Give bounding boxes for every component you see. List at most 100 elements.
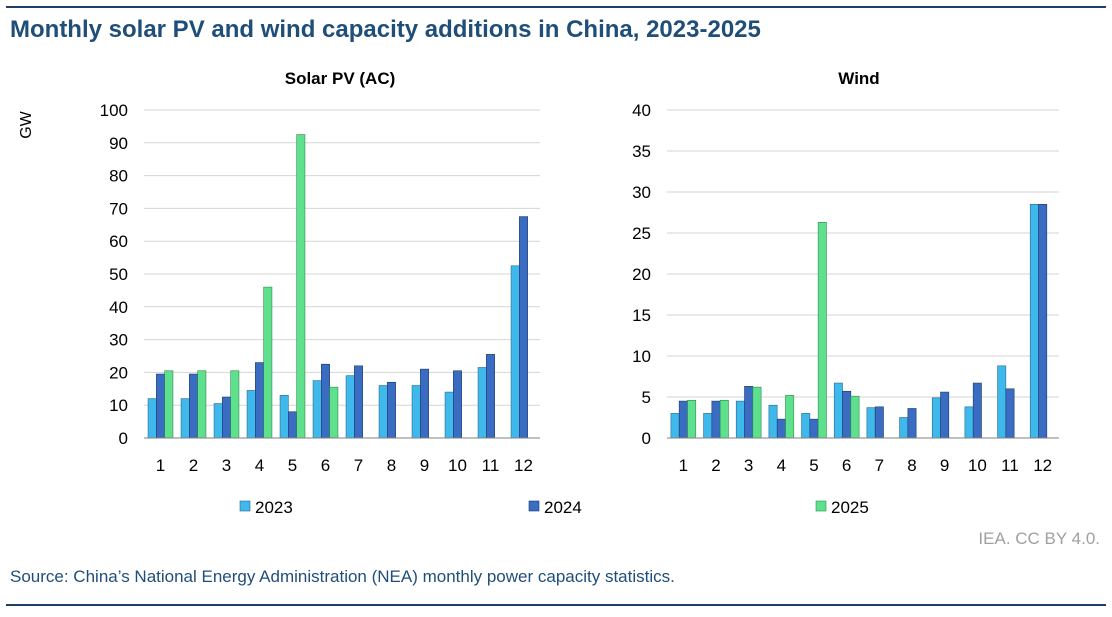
legend-swatch-2024 (528, 500, 540, 512)
wind-bar-2023-1 (670, 413, 680, 439)
wind-y-tick-label: 10 (632, 347, 651, 366)
wind-y-tick-label: 5 (642, 388, 651, 407)
legend: 2023 2024 2025 (239, 498, 869, 517)
solar-bar-2024-2 (189, 373, 198, 439)
solar-bar-2024-1 (156, 373, 165, 439)
wind-bar-2024-8 (907, 408, 917, 439)
solar-bar-2025-4 (263, 286, 273, 439)
wind-x-tick-label: 8 (907, 456, 916, 475)
solar-bar-2023-12 (510, 265, 520, 439)
wind-bar-2024-2 (711, 400, 721, 439)
wind-y-tick-label: 20 (632, 265, 651, 284)
solar-bar-2023-10 (444, 391, 454, 439)
legend-swatch-2023 (239, 500, 251, 512)
wind-y-tick-label: 15 (632, 306, 651, 325)
top-rule (6, 6, 1106, 8)
wind-bar-2023-3 (735, 400, 745, 439)
solar-bar-2024-12 (519, 216, 528, 439)
wind-bar-2023-6 (833, 382, 843, 439)
solar-y-tick-label: 70 (109, 199, 128, 218)
solar-bar-2024-7 (354, 365, 363, 439)
wind-bar-2025-6 (850, 395, 860, 439)
solar-y-tick-label: 10 (109, 396, 128, 415)
wind-x-tick-label: 10 (968, 456, 987, 475)
wind-x-tick-label: 3 (744, 456, 753, 475)
wind-bar-2023-2 (703, 413, 713, 439)
wind-bar-2024-5 (809, 418, 819, 439)
legend-label-2024: 2024 (544, 498, 582, 517)
wind-y-tick-label: 40 (632, 101, 651, 120)
solar-x-tick-label: 8 (387, 456, 396, 475)
solar-bar-2025-2 (197, 370, 207, 439)
solar-x-tick-label: 3 (222, 456, 231, 475)
wind-bar-2024-10 (972, 382, 982, 439)
wind-y-tick-label: 0 (642, 429, 651, 448)
solar-y-tick-label: 60 (109, 232, 128, 251)
solar-bar-2023-2 (180, 398, 190, 439)
solar-bar-2024-9 (420, 368, 429, 439)
solar-x-tick-label: 1 (156, 456, 165, 475)
wind-bar-2023-7 (866, 407, 876, 439)
wind-bar-2023-10 (964, 406, 974, 439)
solar-y-tick-label: 50 (109, 265, 128, 284)
solar-bar-2023-3 (213, 403, 223, 439)
wind-x-tick-label: 2 (711, 456, 720, 475)
solar-x-tick-label: 9 (420, 456, 429, 475)
solar-bar-2024-4 (255, 362, 264, 439)
wind-bar-2025-2 (719, 399, 729, 439)
solar-chart-title: Solar PV (AC) (285, 69, 396, 88)
solar-bar-2023-6 (312, 380, 322, 439)
bottom-rule (6, 604, 1106, 606)
wind-bar-2024-11 (1005, 388, 1015, 439)
solar-x-tick-label: 12 (514, 456, 533, 475)
page-title: Monthly solar PV and wind capacity addit… (10, 16, 761, 43)
solar-bar-2023-9 (411, 385, 421, 439)
wind-bar-2023-8 (899, 417, 909, 439)
solar-y-tick-label: 20 (109, 363, 128, 382)
wind-x-tick-label: 11 (1001, 456, 1019, 475)
source-note: Source: China’s National Energy Administ… (10, 567, 675, 586)
wind-bar-2023-12 (1029, 204, 1039, 439)
solar-y-axis-label: GW (18, 110, 35, 138)
wind-bar-2024-7 (874, 406, 884, 439)
solar-y-tick-label: 40 (109, 298, 128, 317)
solar-bar-2024-8 (387, 381, 396, 439)
wind-y-tick-label: 25 (632, 224, 651, 243)
solar-bar-2024-6 (321, 363, 330, 439)
solar-pv-chart: Solar PV (AC) GW 0 10 20 30 40 50 60 70 80 90 100 1… (18, 69, 540, 475)
solar-bar-2024-5 (288, 411, 297, 439)
solar-bar-2025-5 (296, 134, 306, 439)
wind-x-tick-label: 6 (842, 456, 851, 475)
legend-label-2023: 2023 (255, 498, 293, 517)
wind-x-tick-label: 12 (1033, 456, 1052, 475)
legend-label-2025: 2025 (831, 498, 869, 517)
solar-bar-2025-3 (230, 370, 240, 439)
wind-bar-2025-3 (752, 386, 762, 439)
wind-x-tick-label: 5 (809, 456, 818, 475)
solar-x-tick-label: 2 (189, 456, 198, 475)
solar-bar-2023-1 (147, 398, 157, 439)
solar-bar-2023-7 (345, 375, 355, 439)
solar-y-tick-label: 30 (109, 331, 128, 350)
solar-y-tick-label: 90 (109, 134, 128, 153)
wind-bar-2024-3 (744, 386, 754, 439)
wind-x-tick-label: 4 (777, 456, 786, 475)
solar-bar-2024-11 (486, 354, 495, 439)
wind-x-tick-label: 7 (875, 456, 884, 475)
wind-bar-2025-1 (687, 399, 697, 439)
solar-x-tick-label: 7 (354, 456, 363, 475)
wind-bar-2023-4 (768, 404, 778, 439)
credit-text: IEA. CC BY 4.0. (978, 529, 1100, 548)
wind-y-tick-label: 35 (632, 142, 651, 161)
solar-bar-2025-6 (329, 386, 339, 439)
wind-bar-2024-4 (776, 418, 786, 439)
legend-swatch-2025 (815, 500, 827, 512)
solar-bar-2023-4 (246, 390, 256, 439)
solar-y-tick-label: 0 (119, 429, 128, 448)
solar-x-tick-label: 10 (448, 456, 467, 475)
wind-bar-2023-9 (931, 397, 941, 439)
wind-y-tick-label: 30 (632, 183, 651, 202)
wind-bar-2023-11 (997, 365, 1007, 439)
